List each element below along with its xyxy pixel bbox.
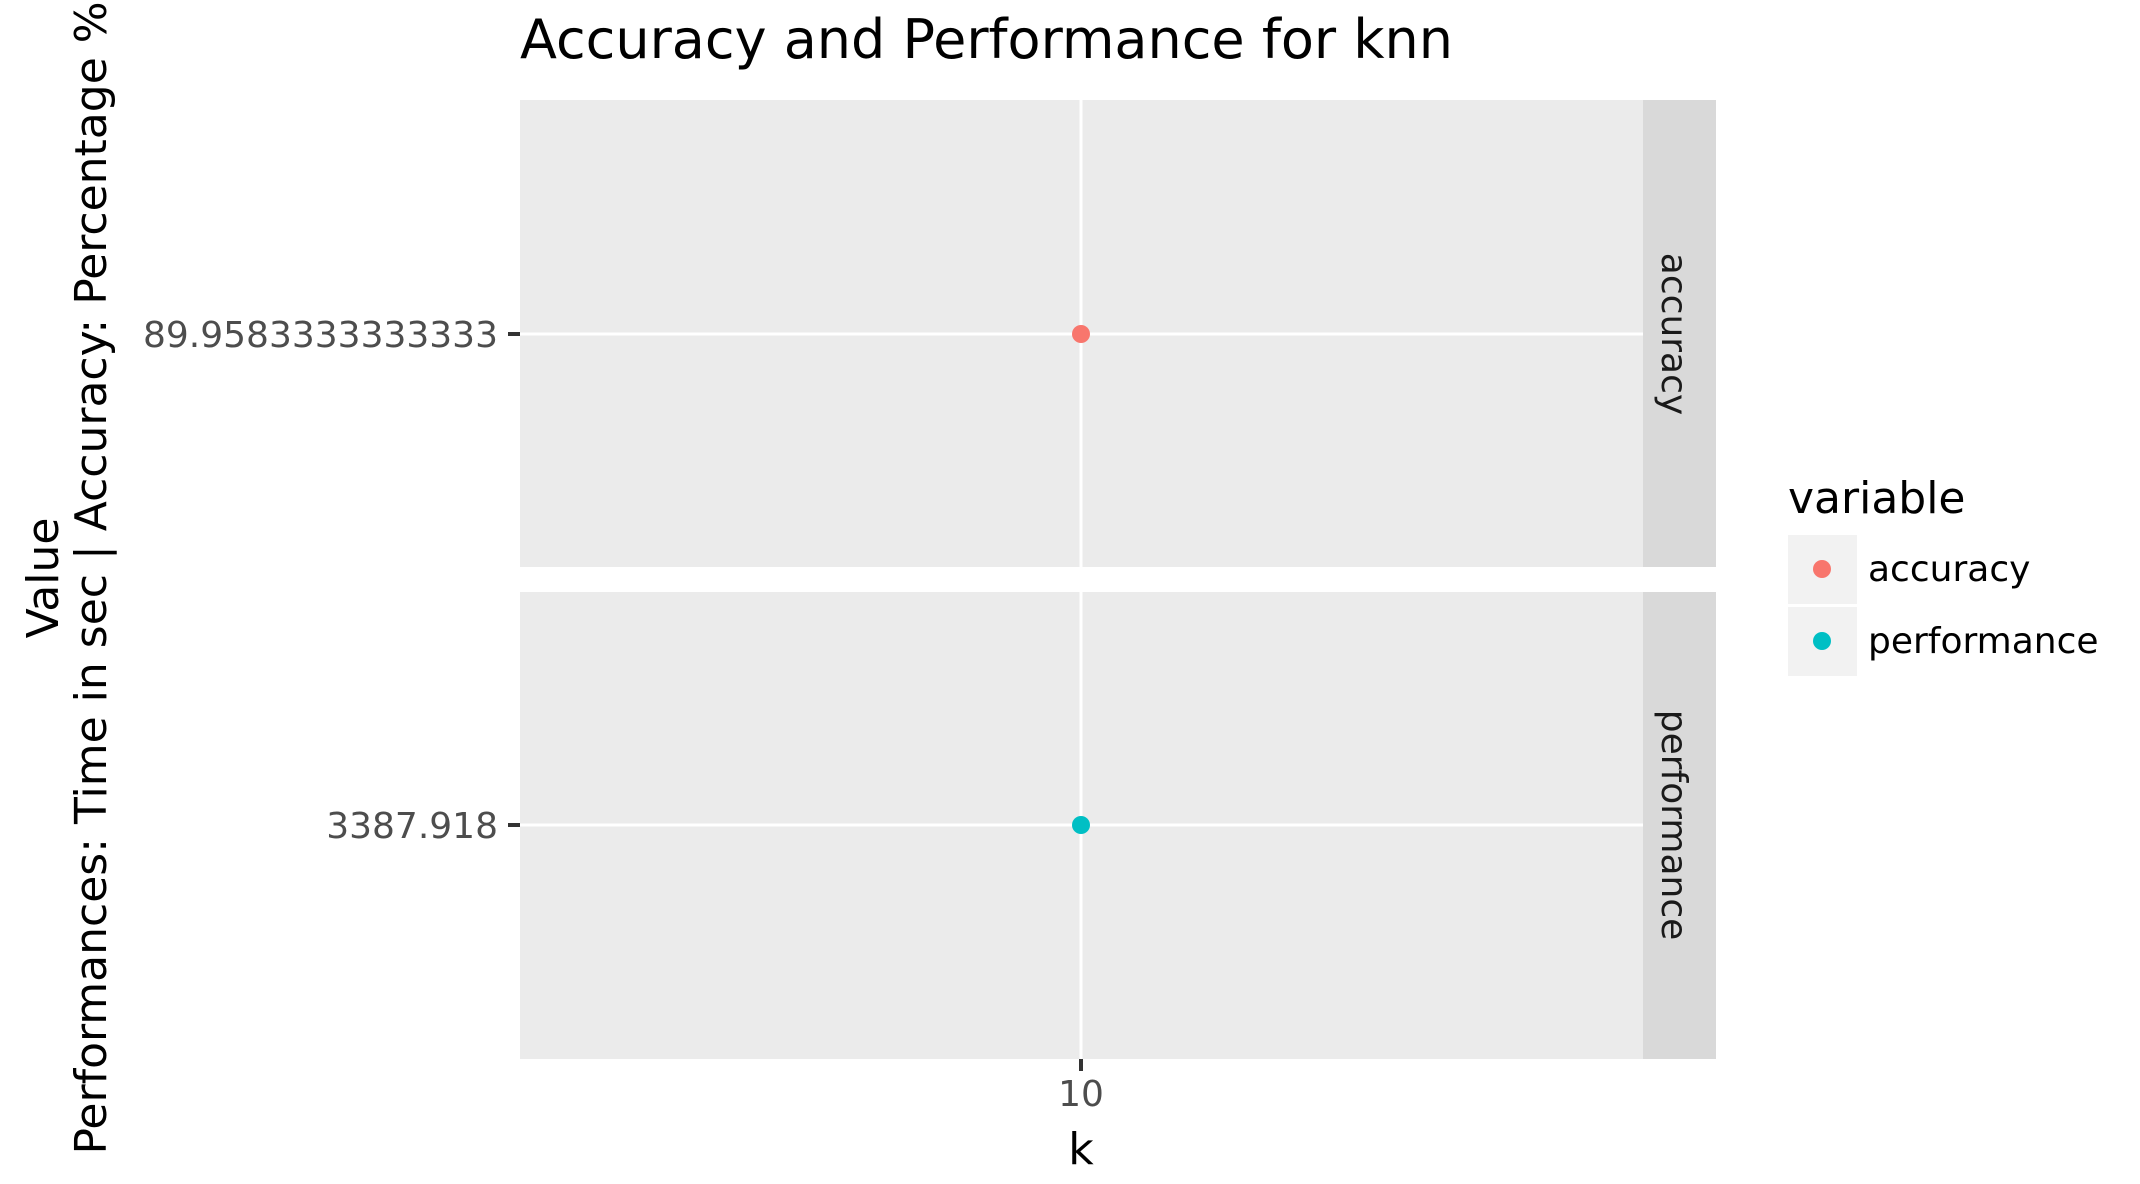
- y-tick-label: 3387.918: [326, 806, 498, 847]
- legend-label-performance: performance: [1868, 621, 2099, 662]
- facet-strip: [1643, 100, 1716, 567]
- y-axis-label-line2: Performances: Time in sec | Accuracy: Pe…: [66, 1, 117, 1154]
- x-tick-label: 10: [1058, 1074, 1104, 1115]
- x-axis-label: k: [1068, 1124, 1094, 1175]
- y-axis-label-line1: Value: [18, 518, 69, 639]
- facet-strip-label: performance: [1653, 710, 1694, 941]
- y-tick-label: 89.9583333333333: [143, 315, 498, 356]
- legend-label-accuracy: accuracy: [1868, 549, 2030, 590]
- chart-title: Accuracy and Performance for knn: [520, 8, 1453, 71]
- facet-strip: [1643, 592, 1716, 1059]
- data-point-performance: [1072, 816, 1090, 834]
- legend: variable accuracy performance: [1788, 473, 2099, 676]
- facet-panel-performance: performance 3387.918: [326, 592, 1716, 1059]
- legend-key-accuracy: [1813, 560, 1831, 578]
- facet-strip-label: accuracy: [1653, 253, 1694, 415]
- legend-key-performance: [1813, 632, 1831, 650]
- legend-title: variable: [1788, 473, 1966, 524]
- facet-panel-accuracy: accuracy 89.9583333333333: [143, 100, 1716, 567]
- data-point-accuracy: [1072, 325, 1090, 343]
